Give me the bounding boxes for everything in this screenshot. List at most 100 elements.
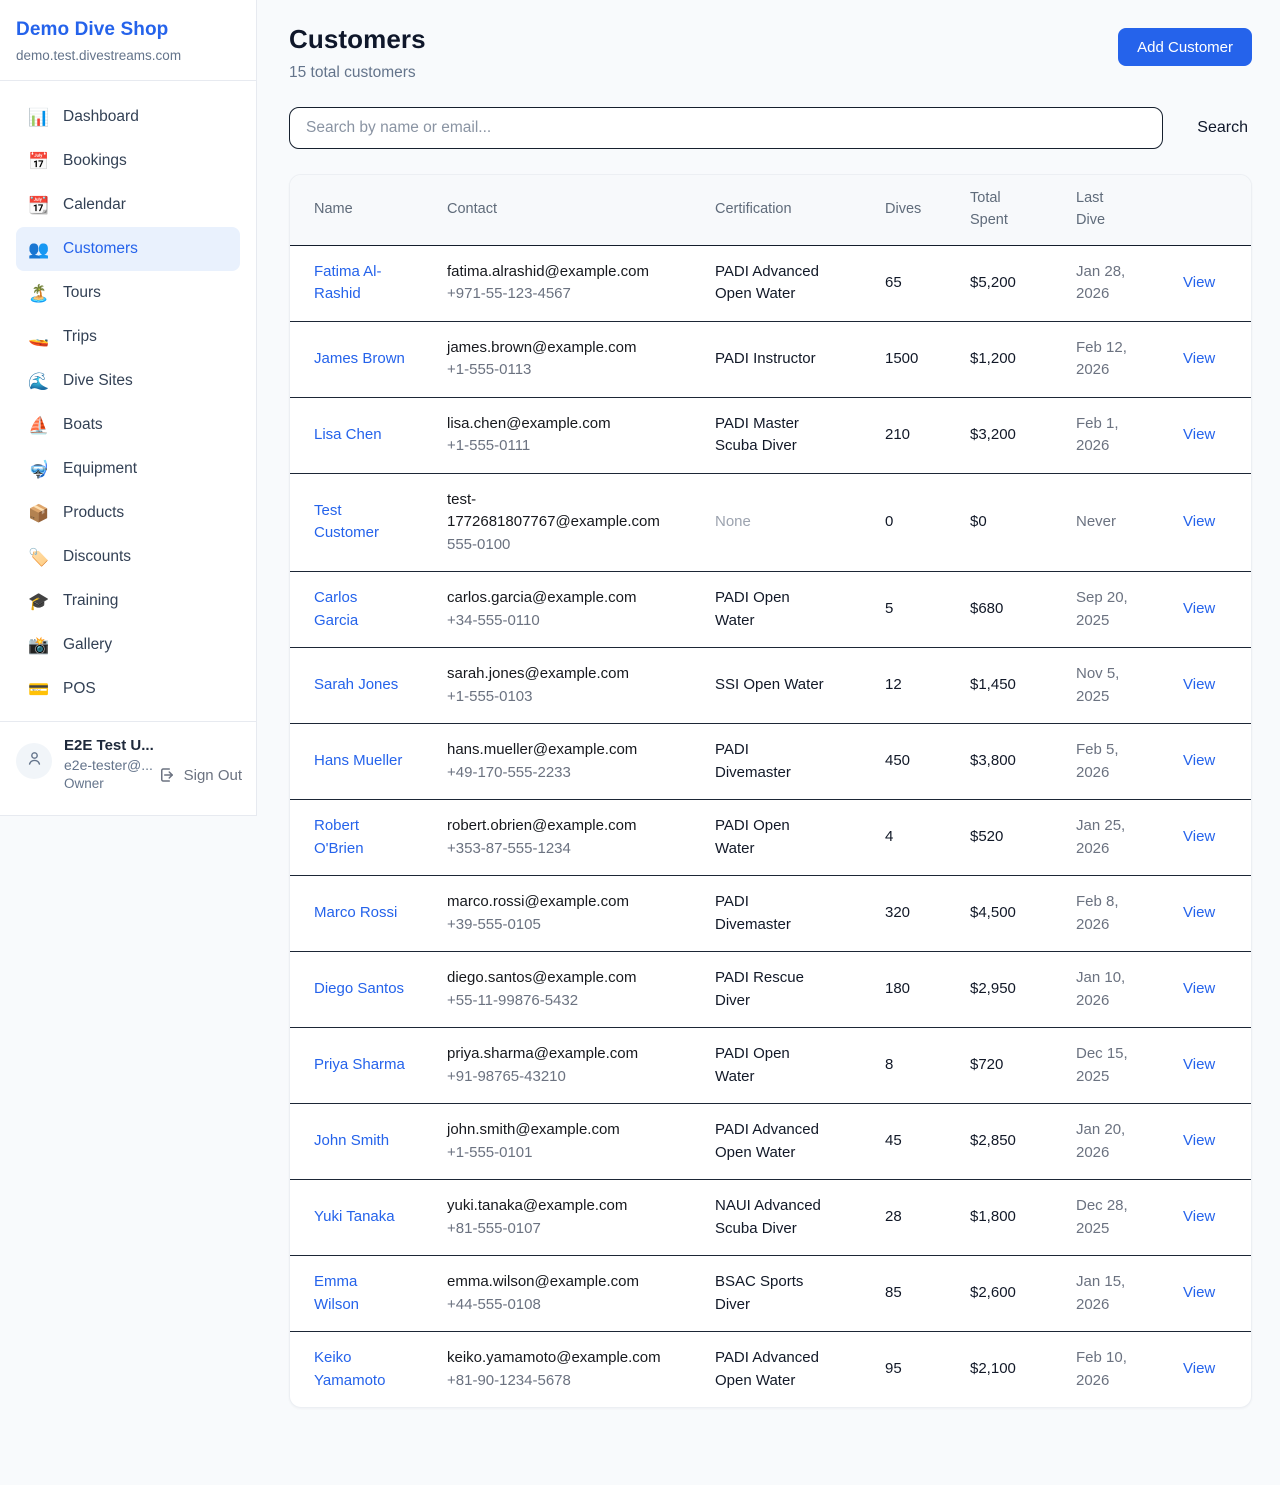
sidebar-item-calendar[interactable]: 📆 Calendar	[16, 183, 240, 227]
customer-certification: SSI Open Water	[715, 676, 824, 694]
user-email: e2e-tester@...	[64, 757, 153, 773]
sidebar-item-gallery[interactable]: 📸 Gallery	[16, 623, 240, 667]
customer-name-link[interactable]: Lisa Chen	[314, 425, 382, 443]
customer-dives: 450	[885, 752, 911, 770]
sidebar-item-boats[interactable]: ⛵ Boats	[16, 403, 240, 447]
sidebar-item-customers[interactable]: 👥 Customers	[16, 227, 240, 271]
view-link[interactable]: View	[1183, 1056, 1216, 1074]
sign-out-label: Sign Out	[183, 766, 242, 784]
sidebar-item-label: Dive Sites	[63, 372, 133, 389]
view-link[interactable]: View	[1183, 513, 1216, 530]
trips-icon: 🚤	[28, 327, 50, 347]
customer-last-dive: Feb 1, 2026	[1076, 414, 1119, 455]
customer-name-link[interactable]: Keiko Yamamoto	[314, 1349, 386, 1389]
sidebar-item-label: Discounts	[63, 548, 132, 565]
sign-out-icon	[158, 766, 176, 784]
customer-last-dive: Feb 10, 2026	[1076, 1349, 1127, 1389]
customer-name-link[interactable]: Priya Sharma	[314, 1056, 405, 1074]
customer-name-link[interactable]: Sarah Jones	[314, 676, 399, 694]
page-title: Customers	[289, 24, 426, 54]
search-input[interactable]	[289, 107, 1164, 149]
customer-certification: PADI Master Scuba Diver	[715, 414, 799, 455]
customer-last-dive: Feb 5, 2026	[1076, 741, 1119, 781]
customer-email: marco.rossi@example.com	[447, 893, 629, 910]
customer-name-link[interactable]: Robert O'Brien	[314, 817, 364, 857]
sidebar-item-label: Trips	[63, 328, 97, 345]
customer-email: john.smith@example.com	[447, 1121, 620, 1138]
customer-email: fatima.alrashid@example.com	[447, 262, 649, 280]
customer-name-link[interactable]: Marco Rossi	[314, 904, 398, 922]
sidebar-item-label: Tours	[63, 284, 101, 301]
customer-contact: sarah.jones@example.com +1-555-0103	[435, 647, 703, 724]
sidebar-item-dive-sites[interactable]: 🌊 Dive Sites	[16, 359, 240, 403]
view-link[interactable]: View	[1183, 828, 1216, 846]
customers-table-card: Name Contact Certification Dives Total S…	[289, 174, 1252, 1408]
sidebar-item-equipment[interactable]: 🤿 Equipment	[16, 447, 240, 491]
customer-email: diego.santos@example.com	[447, 969, 637, 986]
sidebar-item-discounts[interactable]: 🏷️ Discounts	[16, 535, 240, 579]
customer-name-link[interactable]: Emma Wilson	[314, 1273, 360, 1313]
view-link[interactable]: View	[1183, 273, 1216, 291]
user-section: E2E Test U... e2e-tester@... Owner Sign …	[0, 721, 256, 815]
view-link[interactable]: View	[1183, 980, 1216, 998]
view-link[interactable]: View	[1183, 752, 1216, 770]
customer-name-link[interactable]: Fatima Al-Rashid	[314, 262, 382, 303]
customer-name-link[interactable]: John Smith	[314, 1132, 390, 1150]
customer-certification: NAUI Advanced Scuba Diver	[715, 1197, 821, 1237]
view-link[interactable]: View	[1183, 1360, 1216, 1378]
customer-name-link[interactable]: Hans Mueller	[314, 752, 403, 770]
view-link[interactable]: View	[1183, 904, 1216, 922]
customer-name-link[interactable]: Diego Santos	[314, 980, 405, 998]
table-row: Keiko Yamamoto keiko.yamamoto@example.co…	[290, 1332, 1251, 1408]
view-link[interactable]: View	[1183, 1284, 1216, 1302]
col-header-last-dive: Last Dive	[1064, 175, 1171, 246]
customer-contact: fatima.alrashid@example.com +971-55-123-…	[435, 245, 703, 322]
col-header-contact: Contact	[435, 175, 703, 246]
customer-contact: emma.wilson@example.com +44-555-0108	[435, 1255, 703, 1332]
sidebar-item-trips[interactable]: 🚤 Trips	[16, 315, 240, 359]
customer-name-link[interactable]: James Brown	[314, 349, 405, 367]
add-customer-button[interactable]: Add Customer	[1118, 28, 1252, 66]
sidebar-item-label: Training	[63, 592, 119, 609]
customer-phone: +49-170-555-2233	[447, 763, 571, 781]
sidebar-item-bookings[interactable]: 📅 Bookings	[16, 139, 240, 183]
customer-phone: +39-555-0105	[447, 915, 541, 933]
search-button[interactable]: Search	[1193, 111, 1252, 145]
customer-phone: +44-555-0108	[447, 1295, 541, 1313]
view-link[interactable]: View	[1183, 425, 1216, 443]
training-icon: 🎓	[28, 591, 50, 611]
sidebar-item-training[interactable]: 🎓 Training	[16, 579, 240, 623]
view-link[interactable]: View	[1183, 676, 1216, 694]
sign-out-button[interactable]: Sign Out	[158, 766, 242, 784]
view-link[interactable]: View	[1183, 1132, 1216, 1150]
view-link[interactable]: View	[1183, 1208, 1216, 1226]
sidebar-item-products[interactable]: 📦 Products	[16, 491, 240, 535]
customer-dives: 95	[885, 1360, 902, 1378]
view-link[interactable]: View	[1183, 349, 1216, 367]
table-header-row: Name Contact Certification Dives Total S…	[290, 175, 1251, 246]
bookings-icon: 📅	[28, 151, 50, 171]
view-link[interactable]: View	[1183, 600, 1216, 618]
customer-last-dive: Jan 15, 2026	[1076, 1273, 1126, 1313]
sidebar-item-label: Customers	[63, 240, 138, 257]
customer-name-link[interactable]: Carlos Garcia	[314, 589, 359, 629]
sidebar-item-pos[interactable]: 💳 POS	[16, 667, 240, 711]
customer-email: james.brown@example.com	[447, 338, 637, 356]
customer-email: lisa.chen@example.com	[447, 414, 611, 432]
customer-name-link[interactable]: Test Customer	[314, 501, 380, 542]
sidebar-item-dashboard[interactable]: 📊 Dashboard	[16, 95, 240, 139]
customer-certification: PADI Open Water	[715, 817, 790, 857]
sidebar-item-tours[interactable]: 🏝️ Tours	[16, 271, 240, 315]
customer-dives: 1500	[885, 349, 919, 367]
customer-certification: PADI Advanced Open Water	[715, 1349, 819, 1389]
customer-email: sarah.jones@example.com	[447, 665, 629, 682]
discounts-icon: 🏷️	[28, 547, 50, 567]
customer-phone: +1-555-0103	[447, 687, 533, 705]
customers-table: Name Contact Certification Dives Total S…	[290, 175, 1251, 1407]
customer-name-link[interactable]: Yuki Tanaka	[314, 1208, 395, 1226]
customer-phone: +81-90-1234-5678	[447, 1371, 571, 1389]
pos-icon: 💳	[28, 679, 50, 699]
customer-certification: PADI Instructor	[715, 349, 816, 367]
customer-phone: +91-98765-43210	[447, 1067, 566, 1085]
customer-phone: +971-55-123-4567	[447, 285, 571, 302]
